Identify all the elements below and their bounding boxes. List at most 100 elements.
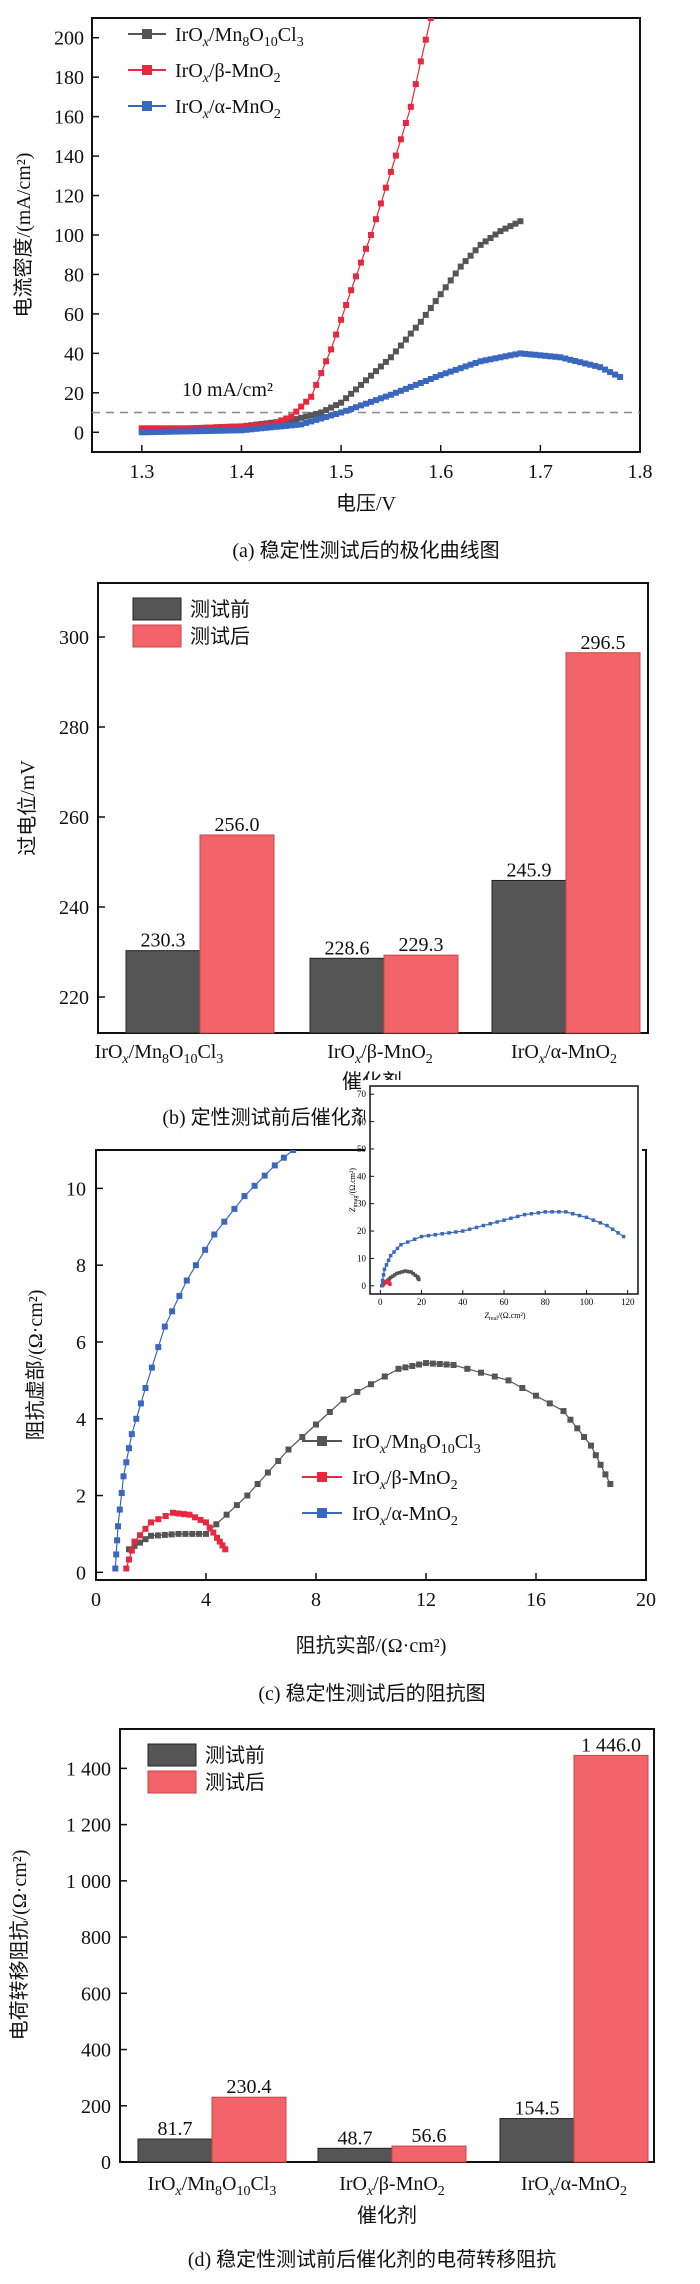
inset-series-3-point xyxy=(426,1233,431,1238)
series-3-point xyxy=(238,427,245,434)
series-1-point xyxy=(402,1364,409,1371)
series-3-point xyxy=(303,419,310,426)
legend-item-before: 测试前 xyxy=(190,598,250,621)
panel-d-charge-transfer-chart: 0 200 400 600 800 1 000 1 200 1 400 81.7 48.7 154… xyxy=(8,1728,655,2271)
y-tick-label: 400 xyxy=(81,2040,111,2062)
legend: IrOx/Mn8O10Cl3 IrOx/β-MnO2 IrOx/α-MnO2 xyxy=(302,1431,481,1529)
inset-series-3-point xyxy=(516,1214,520,1219)
series-1-point xyxy=(517,218,524,225)
inset-series-3-point xyxy=(433,1233,437,1237)
y-ticks: 220 240 260 280 300 xyxy=(59,627,105,1009)
bar xyxy=(211,2096,287,2163)
inset-series-3-point xyxy=(440,1232,444,1236)
y-axis-label: 电流密度/(mA/cm²) xyxy=(12,153,35,318)
series-3-point xyxy=(462,363,469,370)
series-1-point xyxy=(189,1530,196,1537)
series-3-point xyxy=(527,351,534,358)
series-3-point xyxy=(198,428,205,435)
series-2-point xyxy=(402,120,409,126)
inset-series-3-point xyxy=(380,1284,384,1288)
series-3-point xyxy=(522,350,529,357)
series-3-point xyxy=(178,428,185,435)
series-2-point xyxy=(168,425,175,432)
series-3-point xyxy=(280,1154,287,1161)
series-1-point xyxy=(407,330,414,337)
series-1-point xyxy=(472,247,479,254)
series-3-point xyxy=(532,351,539,358)
series-2-point xyxy=(422,36,429,43)
inset-series-3-point xyxy=(488,1222,492,1226)
bar xyxy=(125,950,201,1034)
inset-series-3-point xyxy=(564,1210,568,1214)
series-1-point xyxy=(482,238,489,245)
inset-series-3-point xyxy=(447,1231,451,1235)
series-1-point xyxy=(264,1469,271,1476)
series-1-point xyxy=(512,220,519,227)
series-1-point xyxy=(477,241,484,248)
series-3-point xyxy=(202,1246,209,1253)
series-2-point xyxy=(368,232,374,238)
series-1-point xyxy=(323,407,330,414)
series-3-point xyxy=(323,414,330,420)
series-1-point xyxy=(254,1481,261,1487)
series-1-point xyxy=(298,414,305,421)
inset-x-tick-label: 60 xyxy=(500,1297,510,1307)
series-3-point xyxy=(158,428,165,435)
inset-series-3-point xyxy=(616,1231,620,1235)
series-3-point xyxy=(298,421,305,428)
inset-y-tick-label: 20 xyxy=(357,1226,367,1236)
inset-series-1-point xyxy=(405,1269,409,1274)
series-3-point xyxy=(542,352,549,359)
series-3-point xyxy=(261,1172,268,1179)
y-tick-label: 4 xyxy=(76,1409,86,1431)
series-2-point xyxy=(358,259,364,266)
series-2-point xyxy=(131,1538,138,1545)
series-2-point xyxy=(377,200,384,207)
series-1-point xyxy=(368,1381,374,1388)
y-tick-label: 200 xyxy=(81,2096,111,2118)
bar xyxy=(317,2147,393,2163)
series-1-point xyxy=(288,417,295,424)
x-tick-label: 1.3 xyxy=(129,461,154,483)
inset-series-3-point xyxy=(380,1278,385,1283)
category-labels: IrOx/Mn8O10Cl3 IrOx/β-MnO2 IrOx/α-MnO2 xyxy=(95,1041,617,1067)
x-tick-label: 0 xyxy=(91,1589,101,1611)
inset-series-3-point xyxy=(395,1246,400,1251)
y-tick-label: 600 xyxy=(81,1983,111,2005)
series-2-point xyxy=(348,287,355,294)
series-3-point xyxy=(472,360,479,366)
legend: 测试前 测试后 xyxy=(132,597,250,648)
inset-series-3-point xyxy=(591,1218,596,1222)
series-1-point xyxy=(502,225,509,232)
bar xyxy=(309,957,385,1034)
data-label: 230.3 xyxy=(141,930,186,952)
series-3-point xyxy=(223,427,230,434)
series-1-point xyxy=(397,342,404,349)
series-3-point xyxy=(397,387,404,394)
bar xyxy=(491,879,567,1034)
series-3-point xyxy=(607,369,614,376)
series-2-point xyxy=(412,81,419,88)
series-1-point xyxy=(313,1421,319,1428)
series-1-point xyxy=(354,1388,361,1395)
legend: IrOx/Mn8O10Cl3 IrOx/β-MnO2 IrOx/α-MnO2 xyxy=(128,24,304,122)
series-3-point xyxy=(612,371,619,378)
y-tick-label: 1 200 xyxy=(66,1815,111,1837)
series-2-point xyxy=(308,393,315,400)
series-1-point xyxy=(464,1365,471,1372)
inset-series-3-point xyxy=(467,1227,472,1231)
series-1-point xyxy=(154,1532,161,1539)
y-tick-label: 6 xyxy=(76,1332,86,1354)
series-3-point xyxy=(290,1150,297,1153)
series-3-point xyxy=(348,406,355,412)
inset-series-3-point xyxy=(502,1218,506,1222)
series-3-point xyxy=(452,366,459,373)
series-1-point xyxy=(560,1408,567,1415)
series-1-point xyxy=(429,1360,436,1367)
data-label: 56.6 xyxy=(412,2125,447,2147)
bar xyxy=(383,954,459,1034)
inset-series-3-point xyxy=(536,1211,541,1215)
series-2-point xyxy=(208,424,215,431)
series-3-point xyxy=(328,412,335,419)
panel-a-polarization-chart: 0 20 40 60 80 100 120 140 160 180 200 1.3 1.4 1.5 1.6… xyxy=(12,17,653,562)
